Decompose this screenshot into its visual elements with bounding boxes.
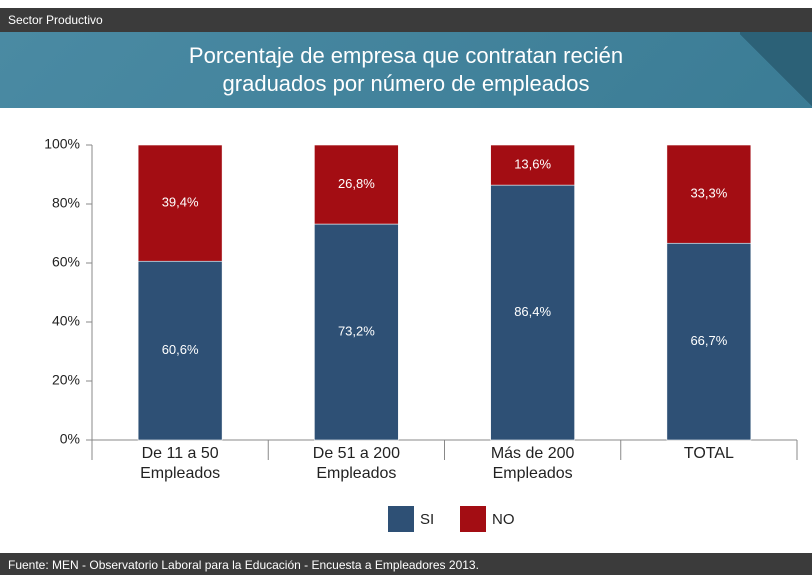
x-tick-label: Más de 200 Empleados (490, 445, 575, 482)
x-tick-label: De 11 a 50 Empleados (140, 445, 221, 482)
y-tick-label: 80% (52, 195, 80, 211)
data-label: 26,8% (338, 176, 375, 191)
title-band (0, 32, 812, 108)
title-corner (740, 32, 812, 108)
x-tick-label: De 51 a 200 Empleados (312, 445, 400, 482)
data-label: 66,7% (690, 333, 727, 348)
bar-segment (137, 144, 223, 262)
section-label: Sector Productivo (8, 13, 103, 27)
y-tick-label: 40% (52, 313, 80, 329)
bar-segment (137, 260, 223, 441)
y-tick-label: 0% (60, 431, 80, 447)
bar-segment (666, 144, 752, 244)
bar-segment (666, 242, 752, 441)
legend-swatch (460, 506, 486, 532)
legend-label: NO (492, 511, 515, 528)
data-label: 60,6% (162, 342, 199, 357)
data-label: 86,4% (514, 304, 551, 319)
bar-segment (490, 184, 575, 441)
chart-title: Porcentaje de empresa que contratan reci… (188, 43, 624, 96)
x-tick-label: TOTAL (683, 445, 734, 462)
data-label: 39,4% (162, 195, 199, 210)
y-tick-label: 60% (52, 254, 80, 270)
source-note: Fuente: MEN - Observatorio Laboral para … (8, 558, 479, 572)
bar-segment (490, 144, 575, 186)
footer-bar (0, 553, 812, 575)
y-tick-label: 100% (44, 136, 80, 152)
data-label: 13,6% (514, 156, 551, 171)
legend-swatch (388, 506, 414, 532)
legend-label: SI (420, 511, 434, 528)
bar-segment (314, 144, 399, 225)
data-label: 73,2% (338, 323, 375, 338)
y-tick-label: 20% (52, 372, 80, 388)
top-bar (0, 8, 812, 32)
data-label: 33,3% (690, 186, 727, 201)
